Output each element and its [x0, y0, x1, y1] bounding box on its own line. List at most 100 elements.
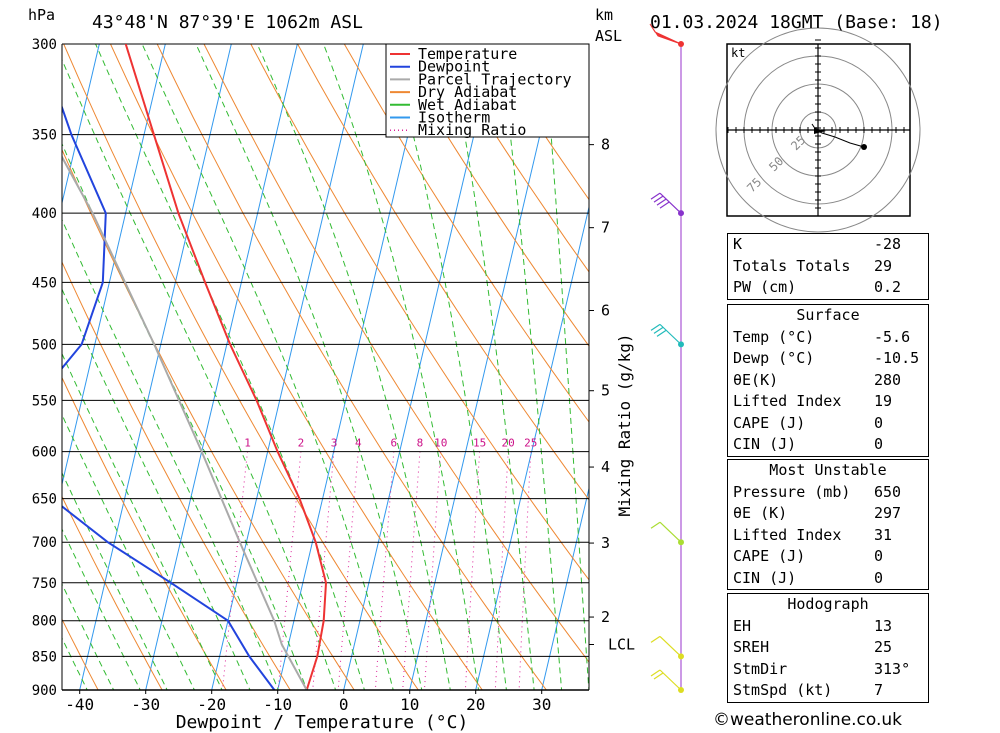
surface-cape-row: CAPE (J) 0	[733, 413, 884, 432]
most-unstable-title: Most Unstable	[769, 461, 887, 479]
totals-totals-row: Totals Totals 29	[733, 256, 893, 275]
hodograph-params-title: Hodograph	[787, 595, 869, 613]
isotherm-lines	[62, 44, 589, 690]
eh-row: EH 13	[733, 616, 893, 635]
wet-adiabat-line	[447, 44, 535, 690]
pressure-tick-label: 500	[32, 337, 57, 353]
surface-box: Surface Temp (°C) -5.6 Dewp (°C) -10.5 θE(…	[727, 304, 929, 457]
x-tick-label: 30	[532, 695, 551, 714]
dry-adiabat-line	[297, 44, 589, 501]
x-tick-label: -40	[65, 695, 94, 714]
wet-adiabat-line	[388, 44, 507, 690]
legend-label: Parcel Trajectory	[418, 70, 572, 88]
legend-label: Mixing Ratio	[418, 121, 526, 139]
pressure-tick-label: 400	[32, 206, 57, 222]
pressure-tick-label: 550	[32, 393, 57, 409]
x-tick-label: -30	[131, 695, 160, 714]
hodograph-params-box: Hodograph EH 13 SREH 25 StmDir 313° StmSpd …	[727, 593, 929, 703]
x-axis-title: Dewpoint / Temperature (°C)	[176, 712, 469, 733]
isotherm-line	[62, 44, 100, 206]
pressure-tick-label: 750	[32, 576, 57, 592]
hodograph-ring	[715, 27, 921, 233]
copyright-link[interactable]: ©weatheronline.co.uk	[713, 710, 903, 730]
wind-barb	[649, 23, 682, 45]
wet-adiabat-line	[195, 44, 423, 690]
mixing-ratio-axis-title: Mixing Ratio (g/kg)	[615, 333, 634, 516]
stmdir-row: StmDir 313°	[733, 659, 911, 678]
x-tick-label: 0	[339, 695, 349, 714]
wet-adiabat-line	[62, 471, 168, 690]
storm-motion-marker	[814, 128, 826, 134]
mixing-ratio-line	[464, 451, 481, 690]
height-unit-label: km	[595, 6, 613, 24]
height-tick-label: 3	[601, 534, 610, 552]
pressure-tick-label: 900	[32, 683, 57, 699]
axes	[61, 44, 594, 694]
wind-profile	[649, 23, 684, 693]
pressure-unit-label: hPa	[28, 6, 55, 24]
mu-cape-row: CAPE (J) 0	[733, 547, 884, 565]
legend-label: Dry Adiabat	[418, 83, 517, 101]
mixing-ratio-label: 2	[298, 437, 305, 450]
mixing-ratio-label: 4	[355, 437, 362, 450]
dry-adiabat-line	[952, 44, 1000, 690]
mixing-ratio-label: 25	[524, 437, 537, 450]
legend-label: Dewpoint	[418, 58, 490, 76]
wet-adiabat-line	[499, 44, 563, 690]
wind-barb	[650, 635, 682, 657]
height-tick-label: 2	[601, 608, 610, 626]
mu-cin-row: CIN (J) 0	[733, 568, 884, 587]
pressure-tick-label: 650	[32, 492, 57, 508]
series-line	[62, 155, 308, 690]
mixing-ratio-line	[494, 451, 509, 690]
pressure-level-lines	[62, 43, 589, 691]
mixing-ratio-label: 20	[502, 437, 515, 450]
height-tick-label: 8	[601, 136, 610, 154]
wet-adiabat-line	[62, 352, 223, 690]
mixing-ratio-line	[374, 451, 395, 690]
height-tick-label: 4	[601, 458, 610, 476]
wet-adiabat-line	[95, 44, 365, 690]
surface-lifted-row: Lifted Index 19	[733, 392, 893, 410]
wind-barb	[650, 192, 682, 214]
surface-title: Surface	[796, 306, 860, 324]
pressure-tick-label: 800	[32, 614, 57, 630]
legend-label: Wet Adiabat	[418, 96, 517, 114]
legend-label: Isotherm	[418, 109, 490, 127]
wet-adiabat-line	[62, 58, 337, 690]
height-tick-label: 6	[601, 301, 610, 319]
height-tick-label: 7	[601, 219, 610, 237]
dry-adiabat-line	[250, 44, 589, 581]
surface-dewp-row: Dewp (°C) -10.5	[733, 349, 920, 367]
datetime-title: 01.03.2024 18GMT (Base: 18)	[650, 12, 943, 33]
mu-lifted-row: Lifted Index 31	[733, 525, 893, 544]
sreh-row: SREH 25	[733, 638, 893, 656]
dry-adiabat-line	[0, 44, 34, 690]
pressure-tick-label: 700	[32, 535, 57, 551]
legend-label: Temperature	[418, 45, 517, 63]
isotherm-line	[62, 44, 166, 487]
hodograph-endpoint	[861, 144, 867, 150]
wet-adiabat-line	[141, 44, 394, 690]
mu-theta-e-row: θE (K) 297	[733, 504, 902, 522]
series-line	[62, 104, 276, 690]
mu-pressure-row: Pressure (mb) 650	[733, 482, 902, 501]
indices-box: K -28 Totals Totals 29 PW (cm) 0.2	[727, 233, 929, 300]
x-tick-label: 10	[400, 695, 419, 714]
pressure-tick-label: 600	[32, 445, 57, 461]
stmspd-row: StmSpd (kt) 7	[733, 681, 884, 699]
mixing-ratio-label: 1	[244, 437, 251, 450]
dry-adiabat-line	[62, 495, 163, 690]
wet-adiabat-line	[62, 413, 195, 690]
mixing-ratio-label: 10	[434, 437, 447, 450]
height-tick-label: 5	[601, 382, 610, 400]
pressure-tick-label: 850	[32, 649, 57, 665]
wind-barb	[650, 521, 682, 543]
pressure-tick-label: 350	[32, 128, 57, 144]
mixing-ratio-label: 15	[473, 437, 486, 450]
isotherm-line	[277, 44, 430, 690]
axis-labels: 1 2 3 4 6 8 10 15 20 2530035040045050055060065070…	[32, 37, 635, 714]
